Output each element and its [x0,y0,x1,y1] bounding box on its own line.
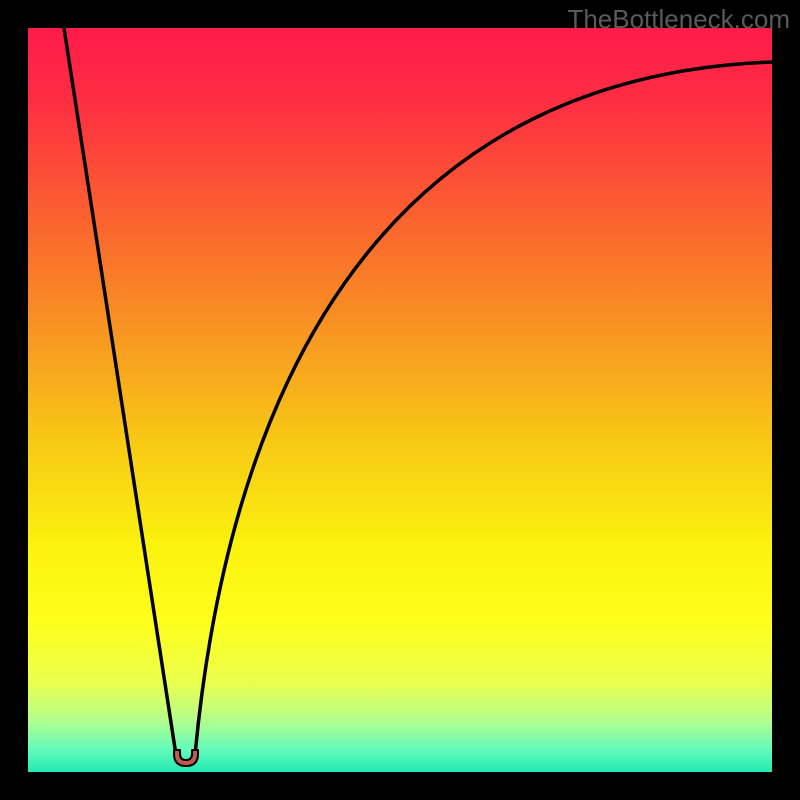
bottleneck-chart [0,0,800,800]
chart-container: TheBottleneck.com [0,0,800,800]
gradient-background [28,28,772,772]
